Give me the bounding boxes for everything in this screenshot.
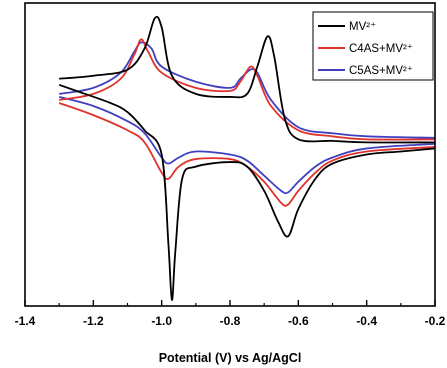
legend-label-0: MV²⁺ (349, 21, 376, 33)
x-tick-label: -1.0 (151, 314, 172, 328)
series-2-upper-branch (59, 41, 435, 139)
x-tick-label: -0.4 (356, 314, 377, 328)
x-axis-ticks: -1.4 -1.2 -1.0 -0.8 -0.6 -0.4 -0.2 (15, 300, 446, 328)
series-0-upper-branch (59, 15, 435, 144)
x-tick-label: -0.6 (288, 314, 309, 328)
series-2-lower-branch (58, 96, 435, 195)
legend-box (312, 11, 434, 81)
legend: MV²⁺ C4AS+MV²⁺ C5AS+MV²⁺ (312, 11, 434, 81)
x-tick-label: -0.2 (425, 314, 446, 328)
x-tick-label: -1.4 (15, 314, 36, 328)
x-tick-label: -0.8 (220, 314, 241, 328)
series-1-upper-branch (59, 38, 435, 141)
legend-label-2: C5AS+MV²⁺ (349, 65, 413, 77)
legend-label-1: C4AS+MV²⁺ (349, 43, 413, 55)
x-axis-label: Potential (V) vs Ag/AgCl (159, 351, 302, 365)
series-1-lower-branch (58, 102, 435, 207)
x-tick-label: -1.2 (83, 314, 104, 328)
plot-curves (58, 15, 435, 301)
series-0-lower-branch (58, 83, 435, 301)
